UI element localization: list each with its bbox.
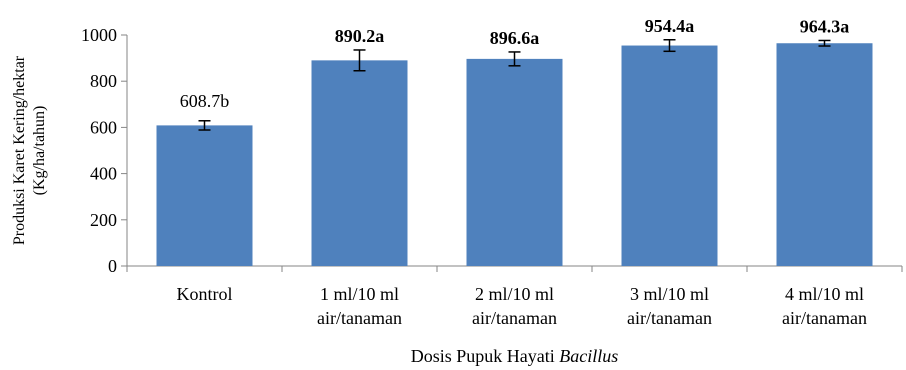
data-label: 896.6a (490, 28, 540, 48)
data-label: 890.2a (335, 26, 385, 46)
y-tick-label: 400 (90, 164, 117, 184)
y-tick-label: 0 (108, 256, 117, 276)
bar (776, 43, 873, 266)
y-axis-title: Produksi Karet Kering/hektar (Kg/ha/tahun… (11, 55, 48, 245)
bar (156, 125, 253, 267)
x-axis (126, 265, 903, 272)
data-label: 954.4a (645, 16, 695, 36)
bar (621, 45, 718, 266)
y-axis: 0 200 400 600 800 1000 (81, 25, 128, 276)
bar (466, 58, 563, 266)
y-tick-label: 800 (90, 71, 117, 91)
bar (311, 60, 408, 266)
x-tick-label: 2 ml/10 ml air/tanaman (472, 284, 557, 328)
x-axis-title: Dosis Pupuk Hayati Bacillus (411, 346, 619, 366)
x-tick-label: 1 ml/10 ml air/tanaman (317, 284, 402, 328)
y-axis-title-text: Produksi Karet Kering/hektar (Kg/ha/tahun… (11, 55, 48, 245)
y-tick-label: 200 (90, 210, 117, 230)
x-tick-label: Kontrol (177, 284, 233, 304)
x-tick-label: 3 ml/10 ml air/tanaman (627, 284, 712, 328)
x-tick-label: 4 ml/10 ml air/tanaman (782, 284, 867, 328)
y-tick-label: 1000 (81, 25, 117, 45)
category-labels: Kontrol 1 ml/10 ml air/tanaman 2 ml/10 ml ai… (177, 284, 867, 328)
data-label: 964.3a (800, 16, 850, 36)
bars: 608.7b 890.2a 896.6a 954.4a 964.3a (156, 16, 873, 267)
data-label: 608.7b (180, 91, 230, 111)
y-tick-label: 600 (90, 117, 117, 137)
